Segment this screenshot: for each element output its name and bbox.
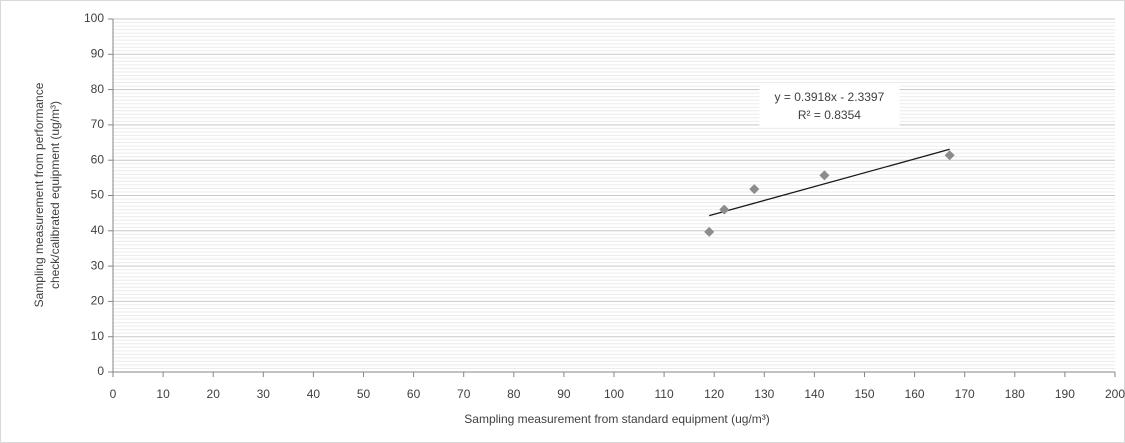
y-tick-label: 30 [91,258,105,272]
x-tick-label: 140 [804,387,824,401]
grid [113,18,1115,373]
x-tick-label: 50 [357,387,371,401]
y-tick-label: 90 [91,46,105,60]
x-tick-label: 170 [955,387,975,401]
y-tick-label: 0 [97,364,104,378]
y-tick-label: 80 [91,82,105,96]
x-tick-label: 180 [1005,387,1025,401]
x-tick-label: 80 [507,387,521,401]
point [749,184,760,195]
x-tick-label: 70 [457,387,471,401]
trendline [709,148,950,217]
x-tick-label: 100 [604,387,624,401]
x-tick-label: 30 [257,387,271,401]
point [819,170,830,181]
trendline-label-bg [759,85,900,126]
x-tick-label: 120 [704,387,724,401]
y-tick-label: 70 [91,117,105,131]
y-tick-label: 20 [91,294,105,308]
x-tick-label: 160 [905,387,925,401]
x-tick-label: 0 [110,387,117,401]
x-tick-label: 130 [754,387,774,401]
x-tick-label: 190 [1055,387,1075,401]
y-tick-label: 10 [91,329,105,343]
y-tick-label: 100 [84,11,104,25]
point [944,150,955,161]
x-tick-label: 60 [407,387,421,401]
x-tick-label: 20 [207,387,221,401]
y-axis-title: Sampling measurement from performance [32,82,46,307]
y-tick-label: 50 [91,188,105,202]
point [719,204,730,215]
x-tick-label: 90 [557,387,571,401]
y-axis-title: check/calibrated equipment (ug/m³) [48,101,62,289]
x-tick-label: 40 [307,387,321,401]
x-tick-label: 200 [1105,387,1125,401]
y-tick-label: 40 [91,223,105,237]
x-axis-title: Sampling measurement from standard equip… [464,412,769,426]
point [704,226,715,237]
x-tick-label: 10 [156,387,170,401]
trendline-r2: R² = 0.8354 [798,108,861,122]
trendline-equation: y = 0.3918x - 2.3397 [775,90,885,104]
y-tick-label: 60 [91,152,105,166]
x-tick-label: 110 [655,387,674,401]
x-tick-label: 150 [854,387,874,401]
